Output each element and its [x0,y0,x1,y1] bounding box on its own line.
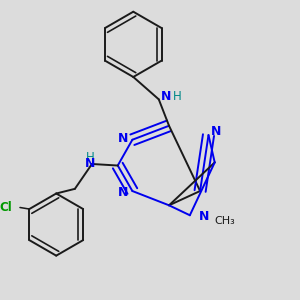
Text: N: N [199,210,209,223]
Text: Cl: Cl [0,201,12,214]
Text: N: N [118,186,128,199]
Text: N: N [118,132,128,145]
Text: N: N [161,90,172,104]
Text: H: H [86,151,95,164]
Text: H: H [173,90,182,104]
Text: CH₃: CH₃ [214,216,235,226]
Text: N: N [211,125,221,139]
Text: N: N [85,158,96,170]
